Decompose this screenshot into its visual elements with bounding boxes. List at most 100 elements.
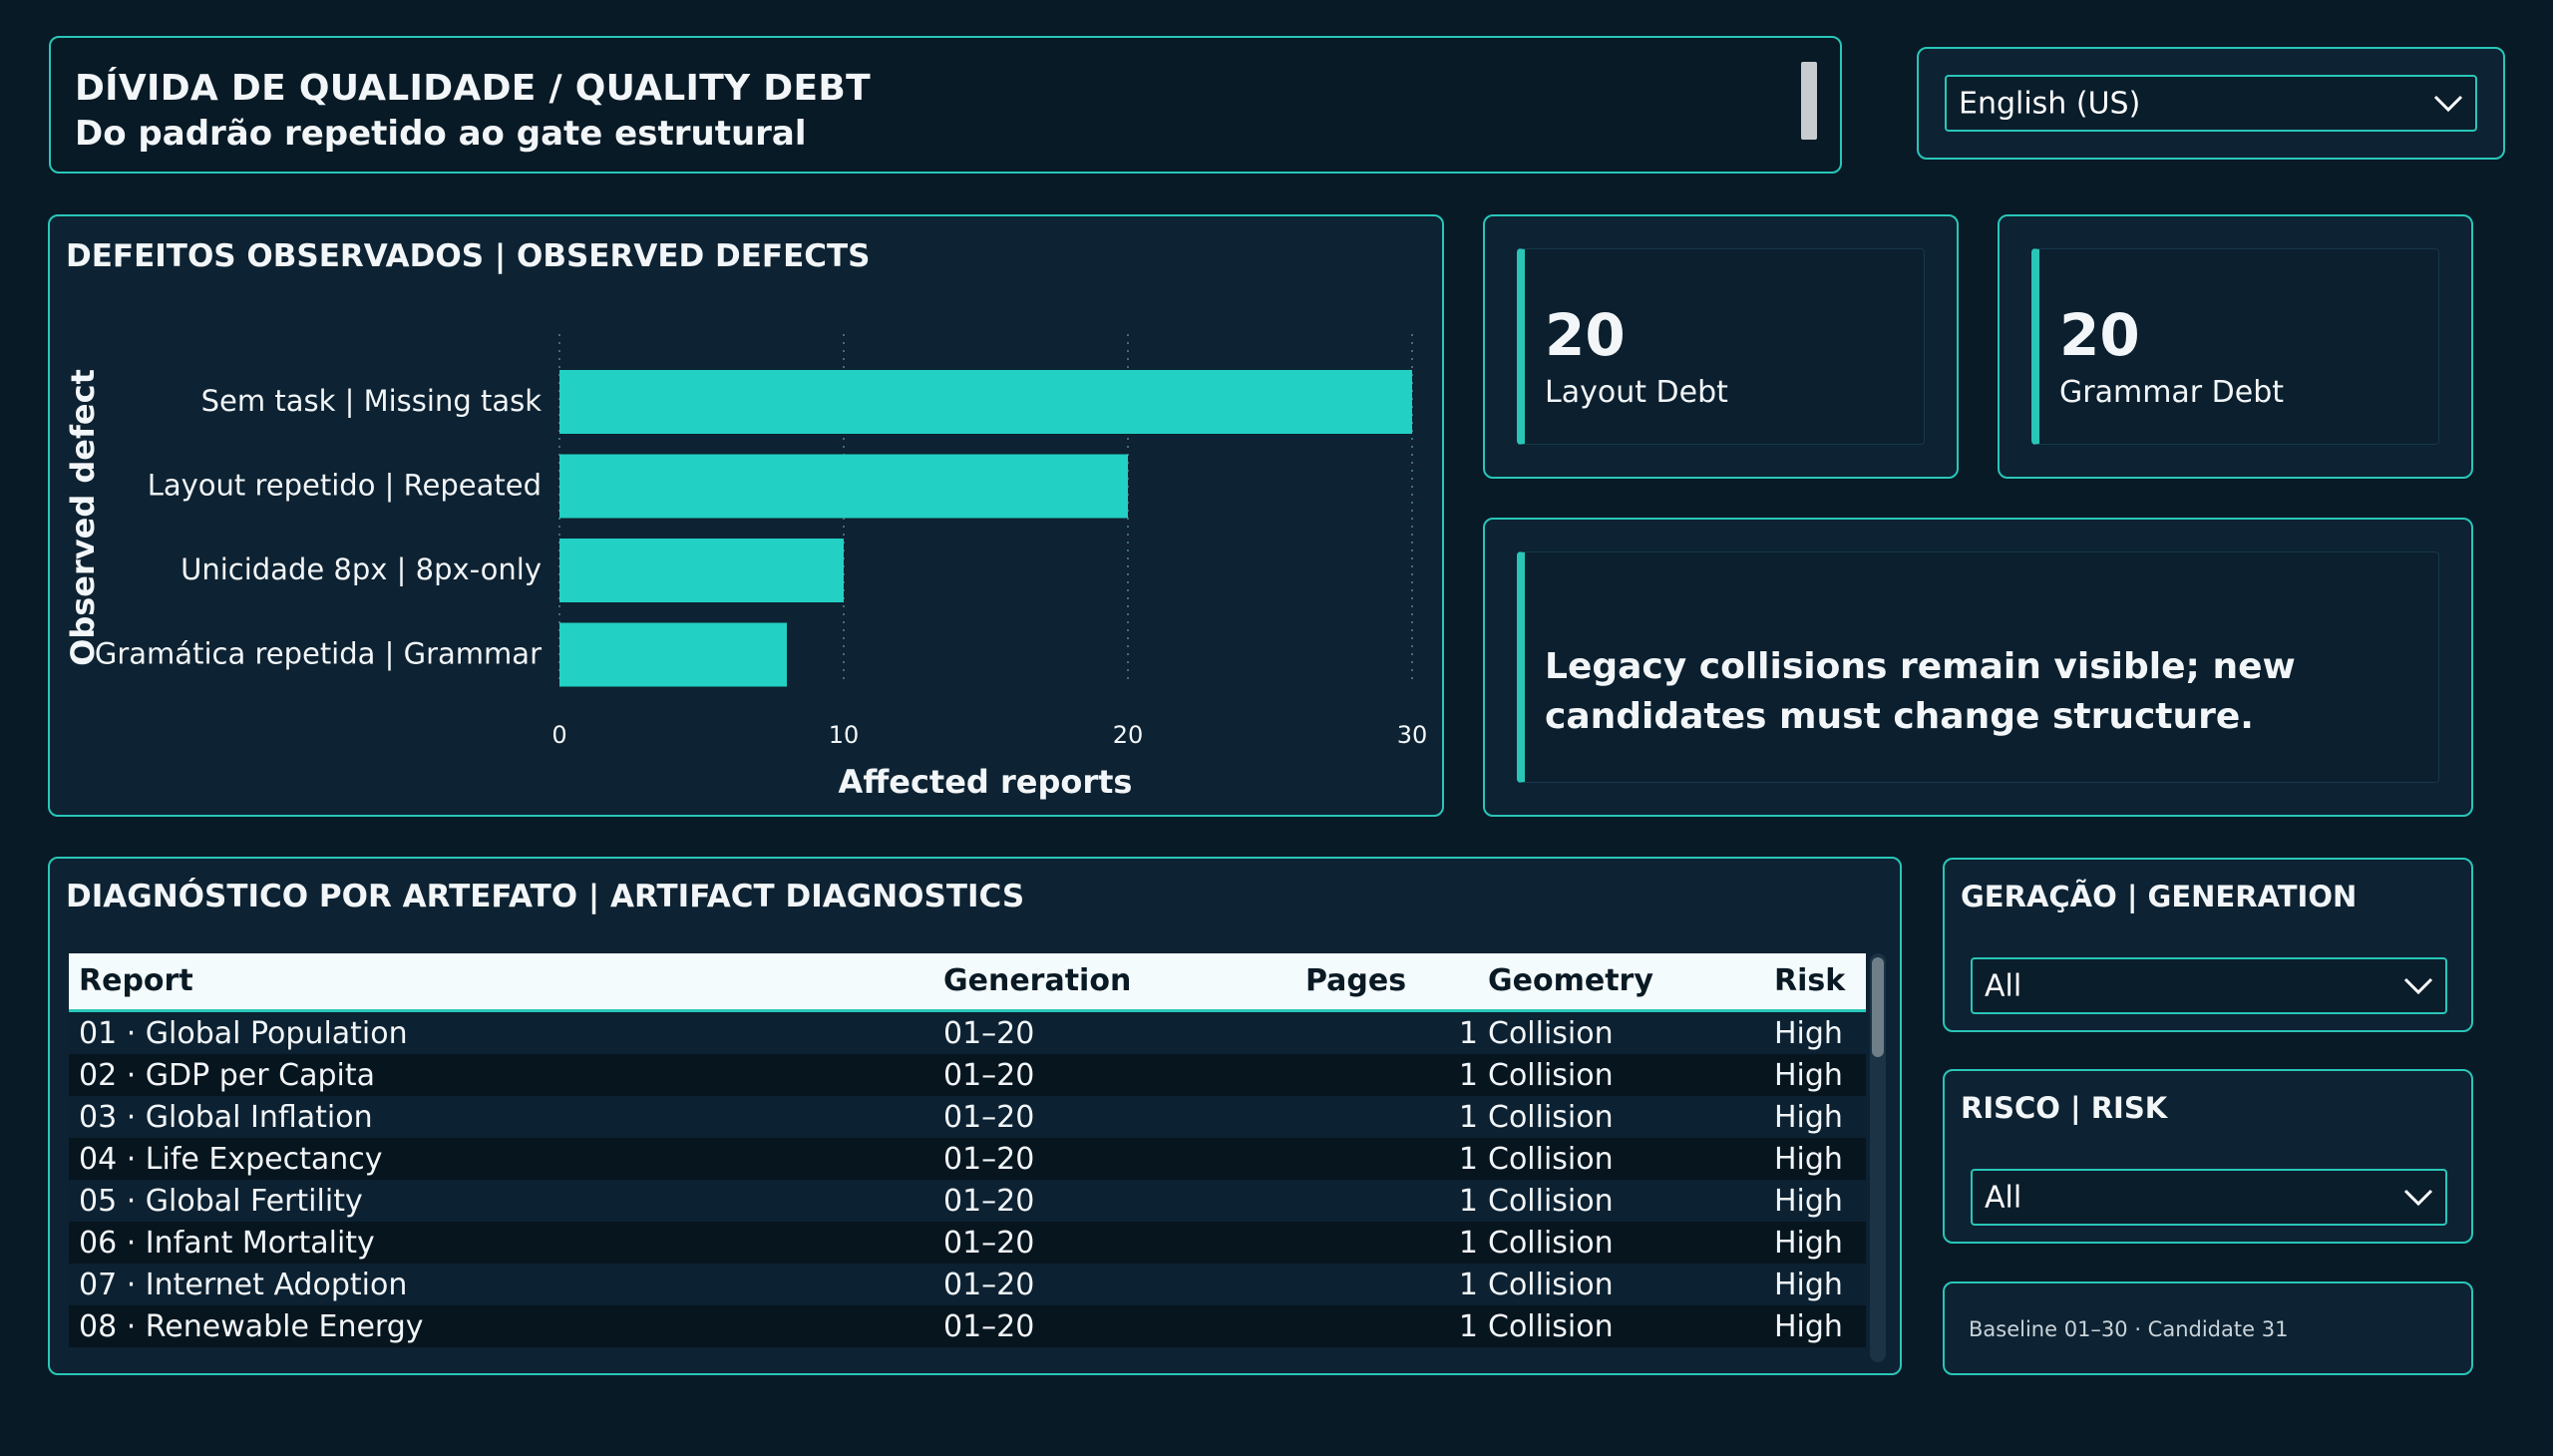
diagnostics-panel: DIAGNÓSTICO POR ARTEFATO | ARTIFACT DIAG… — [48, 857, 1902, 1375]
language-panel: English (US) — [1917, 47, 2505, 160]
category-label: Gramática repetida | Grammar — [95, 637, 542, 671]
header-scrollbar[interactable] — [1801, 62, 1817, 140]
generation-filter-title: GERAÇÃO | GENERATION — [1961, 880, 2358, 913]
table-cell-risk: High — [1774, 1309, 1843, 1344]
table-cell-risk: High — [1774, 1016, 1843, 1051]
bar — [559, 370, 1412, 434]
table-cell-geometry: Collision — [1488, 1309, 1614, 1344]
kpi-value: 20 — [1545, 301, 1626, 369]
table-row[interactable]: 02 · GDP per Capita 01–20 1 Collision High — [69, 1054, 1866, 1096]
table-row[interactable]: 03 · Global Inflation 01–20 1 Collision High — [69, 1096, 1866, 1138]
table-cell-report: 01 · Global Population — [79, 1016, 408, 1051]
table-cell-geometry: Collision — [1488, 1184, 1614, 1219]
table-cell-risk: High — [1774, 1268, 1843, 1302]
header-panel: DÍVIDA DE QUALIDADE / QUALITY DEBT Do pa… — [49, 36, 1842, 174]
kpi-value: 20 — [2059, 301, 2140, 369]
table-cell-geometry: Collision — [1488, 1268, 1614, 1302]
baseline-text: Baseline 01–30 · Candidate 31 — [1969, 1317, 2289, 1341]
table-cell-pages: 1 — [1458, 1184, 1478, 1219]
table-cell-report: 07 · Internet Adoption — [79, 1268, 408, 1302]
tick-label: 10 — [829, 721, 860, 749]
risk-select[interactable]: All — [1971, 1169, 2447, 1226]
table-cell-risk: High — [1774, 1100, 1843, 1135]
kpi-label: Grammar Debt — [2059, 375, 2285, 410]
page-subtitle: Do padrão repetido ao gate estrutural — [75, 114, 807, 154]
table-cell-pages: 1 — [1458, 1226, 1478, 1261]
table-scrollbar[interactable] — [1870, 953, 1886, 1362]
table-cell-risk: High — [1774, 1142, 1843, 1177]
table-row[interactable]: 08 · Renewable Energy 01–20 1 Collision High — [69, 1305, 1866, 1347]
chevron-down-icon — [2433, 95, 2463, 112]
table-row[interactable]: 01 · Global Population 01–20 1 Collision Hig… — [69, 1012, 1866, 1054]
kpi-card: 20 Layout Debt — [1517, 248, 1925, 445]
page-title: DÍVIDA DE QUALIDADE / QUALITY DEBT — [75, 68, 871, 109]
table-cell-report: 03 · Global Inflation — [79, 1100, 373, 1135]
table-cell-generation: 01–20 — [943, 1142, 1035, 1177]
risk-value: All — [1985, 1180, 2022, 1215]
generation-select[interactable]: All — [1971, 957, 2447, 1014]
table-cell-generation: 01–20 — [943, 1016, 1035, 1051]
baseline-panel: Baseline 01–30 · Candidate 31 — [1943, 1281, 2473, 1375]
table-cell-generation: 01–20 — [943, 1226, 1035, 1261]
note-text: Legacy collisions remain visible; new ca… — [1545, 646, 2296, 737]
tick-label: 20 — [1113, 721, 1144, 749]
category-label: Sem task | Missing task — [201, 384, 543, 418]
chevron-down-icon — [2403, 977, 2433, 994]
table-cell-geometry: Collision — [1488, 1226, 1614, 1261]
kpi-card: 20 Grammar Debt — [2031, 248, 2439, 445]
table-cell-generation: 01–20 — [943, 1309, 1035, 1344]
defects-panel-title: DEFEITOS OBSERVADOS | OBSERVED DEFECTS — [66, 238, 871, 274]
column-header-generation[interactable]: Generation — [943, 963, 1132, 998]
diagnostics-title: DIAGNÓSTICO POR ARTEFATO | ARTIFACT DIAG… — [66, 879, 1025, 914]
note-card: Legacy collisions remain visible; new ca… — [1517, 551, 2439, 783]
table-cell-pages: 1 — [1458, 1016, 1478, 1051]
table-body: 01 · Global Population 01–20 1 Collision Hig… — [69, 1012, 1866, 1363]
table-cell-generation: 01–20 — [943, 1058, 1035, 1093]
table-cell-geometry: Collision — [1488, 1016, 1614, 1051]
language-select[interactable]: English (US) — [1945, 75, 2477, 132]
defects-chart-panel: DEFEITOS OBSERVADOS | OBSERVED DEFECTS S… — [48, 214, 1444, 817]
table-cell-geometry: Collision — [1488, 1100, 1614, 1135]
table-cell-generation: 01–20 — [943, 1268, 1035, 1302]
tick-label: 0 — [551, 721, 566, 749]
table-row[interactable]: 04 · Life Expectancy 01–20 1 Collision High — [69, 1138, 1866, 1180]
column-header-report[interactable]: Report — [79, 963, 193, 998]
risk-filter-title: RISCO | RISK — [1961, 1091, 2168, 1125]
column-header-risk[interactable]: Risk — [1774, 963, 1846, 998]
table-cell-geometry: Collision — [1488, 1058, 1614, 1093]
column-header-pages[interactable]: Pages — [1305, 963, 1407, 998]
category-label: Unicidade 8px | 8px-only — [181, 552, 542, 586]
table-cell-pages: 1 — [1458, 1058, 1478, 1093]
table-cell-generation: 01–20 — [943, 1184, 1035, 1219]
table-cell-report: 05 · Global Fertility — [79, 1184, 363, 1219]
risk-filter-panel: RISCO | RISK All — [1943, 1069, 2473, 1244]
table-cell-report: 02 · GDP per Capita — [79, 1058, 375, 1093]
table-cell-pages: 1 — [1458, 1142, 1478, 1177]
table-cell-pages: 1 — [1458, 1309, 1478, 1344]
table-row[interactable]: 06 · Infant Mortality 01–20 1 Collision High — [69, 1222, 1866, 1264]
table-cell-risk: High — [1774, 1226, 1843, 1261]
table-cell-risk: High — [1774, 1184, 1843, 1219]
note-panel: Legacy collisions remain visible; new ca… — [1483, 518, 2473, 817]
table-cell-pages: 1 — [1458, 1100, 1478, 1135]
chevron-down-icon — [2403, 1189, 2433, 1206]
table-cell-pages: 1 — [1458, 1268, 1478, 1302]
generation-filter-panel: GERAÇÃO | GENERATION All — [1943, 858, 2473, 1032]
table-row[interactable]: 05 · Global Fertility 01–20 1 Collision High — [69, 1180, 1866, 1222]
kpi-panel-grammar: 20 Grammar Debt — [1998, 214, 2473, 479]
table-cell-risk: High — [1774, 1058, 1843, 1093]
bar — [559, 622, 787, 687]
bar — [559, 539, 844, 602]
defects-bar-chart: Sem task | Missing task Layout repetido |… — [64, 334, 1428, 801]
table-row[interactable]: 07 · Internet Adoption 01–20 1 Collision Hig… — [69, 1264, 1866, 1305]
table-cell-generation: 01–20 — [943, 1100, 1035, 1135]
y-axis-label: Observed defect — [64, 369, 102, 666]
table-cell-report: 04 · Life Expectancy — [79, 1142, 383, 1177]
scrollbar-thumb[interactable] — [1872, 957, 1884, 1057]
table-cell-geometry: Collision — [1488, 1142, 1614, 1177]
x-axis-label: Affected reports — [839, 763, 1133, 801]
table-header: Report Generation Pages Geometry Risk — [69, 953, 1866, 1012]
column-header-geometry[interactable]: Geometry — [1488, 963, 1653, 998]
table-cell-report: 08 · Renewable Energy — [79, 1309, 424, 1344]
tick-label: 30 — [1397, 721, 1428, 749]
